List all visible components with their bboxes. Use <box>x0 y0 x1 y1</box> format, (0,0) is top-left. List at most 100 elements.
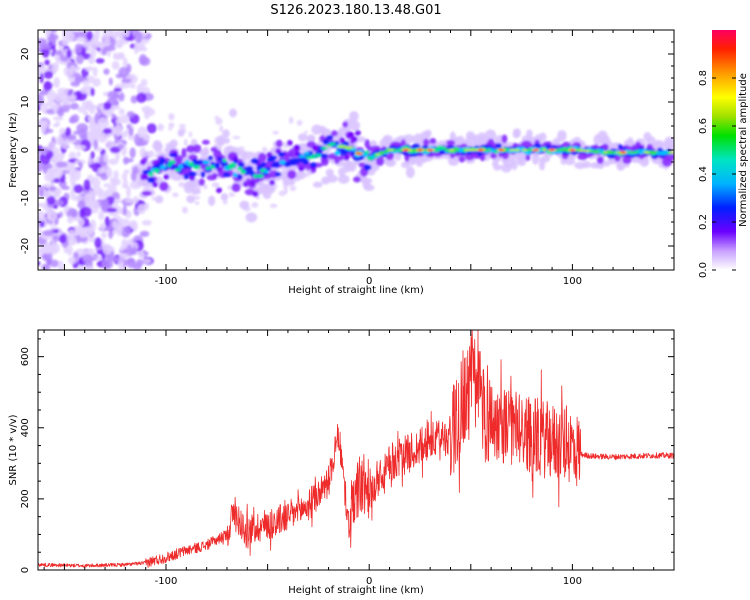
spectrogram-cell <box>177 129 185 137</box>
spectrogram-cell <box>478 148 484 152</box>
spectrogram-cell <box>81 254 94 264</box>
spectrogram-cell <box>239 200 249 210</box>
spectrogram-cell <box>538 132 547 142</box>
spectrogram-cell <box>542 148 547 152</box>
spectrogram-cell <box>146 123 157 134</box>
spectrogram-cell <box>356 152 362 155</box>
spectrogram-cell <box>68 229 76 239</box>
spectrogram-cell <box>212 172 218 179</box>
spectrogram-cell <box>264 170 269 174</box>
colorbar-tick-label: 0.8 <box>698 70 709 86</box>
spectrogram-cell <box>275 139 283 148</box>
spectrogram-cell <box>446 140 456 146</box>
spectrogram-cell <box>72 216 82 222</box>
spectrogram-cell <box>252 174 258 179</box>
spectrogram-cell <box>643 151 651 154</box>
spectrogram-cell <box>358 162 366 168</box>
spectrogram-cell <box>83 111 89 116</box>
spectrogram-cell <box>130 95 138 104</box>
spectrogram-cell <box>201 139 210 145</box>
spectrogram-cell <box>80 87 90 94</box>
spectrogram-cell <box>60 140 69 149</box>
spectrogram-cell <box>108 77 113 86</box>
snr-y-tick-label: 400 <box>20 418 31 437</box>
spectrogram-cell <box>178 164 184 169</box>
spectrogram-cell <box>292 157 301 165</box>
spectrogram-cell <box>533 148 539 152</box>
spectrogram-cell <box>305 155 313 160</box>
spectrogram-cell <box>338 155 344 161</box>
spectrogram-cell <box>216 135 226 146</box>
spectrogram-cell <box>511 158 518 171</box>
spectrogram-cell <box>38 261 41 267</box>
spectrogram-cell <box>73 184 84 194</box>
spectrogram-cell <box>231 183 241 192</box>
spectrogram-cell <box>151 196 156 201</box>
spectrogram-cell <box>89 123 102 132</box>
spectrogram-y-tick-label: 20 <box>20 48 31 61</box>
snr-series-line <box>38 330 674 568</box>
spectrogram-cell <box>43 164 50 170</box>
spectrogram-cell <box>192 144 202 153</box>
spectrogram-cell <box>154 195 164 204</box>
spectrogram-cell <box>38 210 45 223</box>
spectrogram-cell <box>39 89 49 96</box>
spectrogram-cell <box>326 134 334 140</box>
spectrogram-cell <box>514 128 521 138</box>
spectrogram-cell <box>569 148 575 152</box>
spectrogram-cell <box>233 159 239 164</box>
spectrogram-cell <box>143 109 150 120</box>
spectrogram-cell <box>113 87 122 92</box>
spectrogram-cell <box>115 73 125 79</box>
spectrogram-cell <box>93 30 101 40</box>
spectrogram-cell <box>128 126 134 137</box>
spectrogram-cell <box>260 162 267 167</box>
spectrogram-cell <box>137 204 146 215</box>
spectrogram-cell <box>159 157 166 165</box>
spectrogram-cell <box>294 144 301 151</box>
spectrogram-cell <box>90 150 95 160</box>
spectrogram-cell <box>103 45 116 52</box>
spectrogram-cell <box>596 156 604 164</box>
colorbar-tick-label: 0.2 <box>698 214 709 230</box>
figure-title: S126.2023.180.13.48.G01 <box>270 3 441 18</box>
spectrogram-cell <box>38 44 51 50</box>
spectrogram-cell <box>88 134 100 143</box>
colorbar-tick-label: 0.4 <box>698 166 709 182</box>
spectrogram-cell <box>57 87 68 95</box>
spectrogram-cell <box>526 148 531 152</box>
spectrogram-cell <box>48 186 57 192</box>
spectrogram-cell <box>71 194 83 202</box>
spectrogram-cell <box>54 187 62 195</box>
spectrogram-cell <box>75 37 87 43</box>
spectrogram-cell <box>122 156 129 165</box>
spectrogram-cell <box>214 162 220 168</box>
spectrogram-cell <box>53 177 60 184</box>
spectrogram-cell <box>99 222 106 231</box>
spectrogram-cell <box>46 195 56 205</box>
spectrogram-cell <box>48 141 56 153</box>
spectrogram-cell <box>124 198 137 203</box>
spectrogram-cell <box>269 203 278 208</box>
spectrogram-cell <box>334 150 341 156</box>
spectrogram-cell <box>564 157 576 166</box>
spectrogram-cell <box>108 184 117 194</box>
spectrogram-cell <box>303 151 310 155</box>
spectrogram-cell <box>86 30 93 41</box>
spectrogram-cell <box>126 258 136 265</box>
spectrogram-cell <box>66 245 74 256</box>
spectrogram-cell <box>375 153 381 156</box>
spectrogram-cell <box>41 190 52 198</box>
spectrogram-cell <box>129 147 136 159</box>
spectrogram-cell <box>122 57 128 69</box>
spectrogram-cell <box>143 258 152 264</box>
spectrogram-cell <box>485 148 492 152</box>
spectrogram-cell <box>326 174 338 183</box>
spectrogram-cell <box>82 80 90 85</box>
spectrogram-cell <box>429 138 437 145</box>
spectrogram-cell <box>181 147 187 158</box>
spectrogram-cell <box>140 79 148 87</box>
spectrogram-cell <box>297 133 308 142</box>
spectrogram-cell <box>87 226 94 236</box>
spectrogram-cell <box>112 220 119 230</box>
